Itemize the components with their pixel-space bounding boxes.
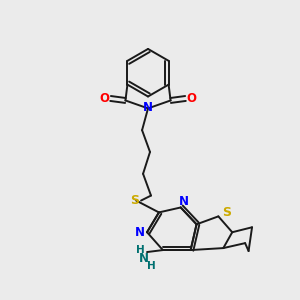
- Text: S: S: [222, 206, 231, 219]
- Text: H: H: [136, 245, 145, 255]
- Text: H: H: [147, 261, 155, 271]
- Text: O: O: [100, 92, 110, 105]
- Text: N: N: [143, 101, 153, 114]
- Text: N: N: [135, 226, 145, 239]
- Text: N: N: [139, 253, 149, 266]
- Text: S: S: [130, 194, 139, 207]
- Text: N: N: [179, 195, 189, 208]
- Text: O: O: [186, 92, 197, 105]
